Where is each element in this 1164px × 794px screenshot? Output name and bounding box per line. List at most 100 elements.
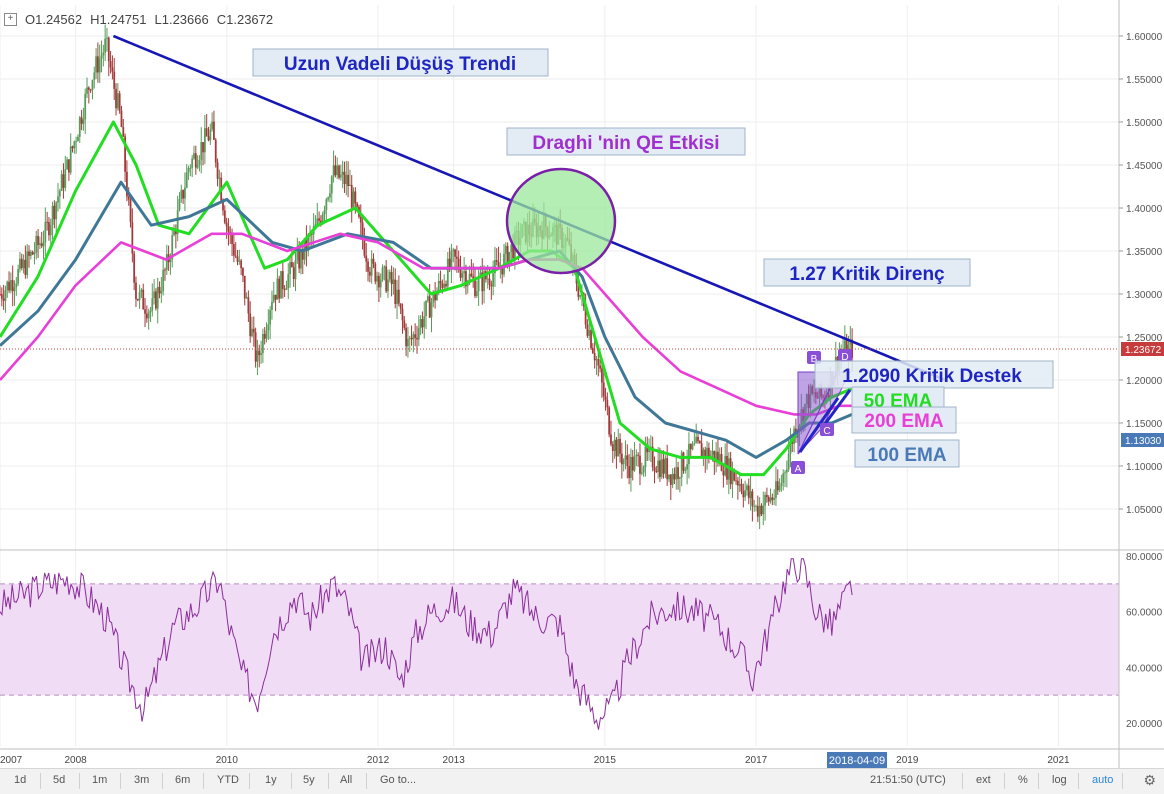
- price-candle-body: [169, 259, 172, 263]
- price-tick-label: 1.15000: [1126, 419, 1163, 430]
- price-candle-body: [205, 128, 208, 137]
- price-candle-body: [330, 176, 333, 194]
- log-toggle[interactable]: log: [1052, 774, 1067, 786]
- price-candle-body: [843, 340, 846, 353]
- price-candle-body: [680, 452, 683, 478]
- price-candle-body: [209, 129, 212, 141]
- price-candle-body: [29, 251, 32, 256]
- rsi-tick-label: 40.0000: [1126, 663, 1163, 674]
- price-candle-body: [124, 136, 126, 172]
- price-candle-body: [60, 174, 63, 191]
- range-1d[interactable]: 1d: [14, 774, 27, 786]
- price-candle-body: [20, 258, 23, 269]
- price-candle-body: [457, 258, 460, 270]
- price-candle-body: [606, 399, 609, 408]
- price-candle-body: [466, 282, 469, 287]
- range-6m[interactable]: 6m: [175, 774, 191, 786]
- price-candle-body: [758, 505, 761, 517]
- price-candle-body: [249, 313, 252, 337]
- price-candle-body: [48, 222, 50, 236]
- price-candle-body: [787, 453, 790, 470]
- ext-toggle[interactable]: ext: [976, 774, 991, 786]
- price-candle-body: [200, 142, 203, 160]
- point-d: D: [841, 352, 848, 363]
- price-candle-body: [452, 249, 455, 252]
- price-candle-body: [153, 291, 156, 299]
- range-5y[interactable]: 5y: [303, 774, 315, 786]
- price-candle-body: [426, 296, 429, 301]
- price-candle-body: [780, 482, 783, 486]
- price-candle-body: [135, 282, 137, 300]
- price-candle-body: [649, 446, 652, 448]
- range-5d[interactable]: 5d: [53, 774, 66, 786]
- time-tick-label: 2019: [896, 755, 919, 766]
- price-candle-body: [749, 491, 752, 499]
- price-candle-body: [619, 438, 621, 454]
- price-candle-body: [138, 291, 141, 301]
- price-candle-body: [165, 254, 168, 270]
- price-candle-body: [33, 252, 36, 255]
- qe-circle: [505, 167, 617, 275]
- price-tick-label: 1.55000: [1126, 75, 1163, 86]
- price-candles: [0, 24, 854, 530]
- price-candle-body: [111, 67, 114, 72]
- price-candle-body: [481, 272, 484, 292]
- price-candle-body: [630, 456, 632, 478]
- expand-icon[interactable]: +: [4, 13, 17, 26]
- price-candle-body: [329, 193, 331, 198]
- chart-canvas[interactable]: A B C D Uzun Vadeli Düşüş Trendi Draghi …: [0, 0, 1164, 768]
- qe-label: Draghi 'nin QE Etkisi: [532, 133, 719, 154]
- price-candle-body: [216, 162, 219, 179]
- price-candle-body: [586, 324, 589, 336]
- price-candle-body: [501, 267, 504, 275]
- price-candle-body: [252, 328, 255, 333]
- range-all[interactable]: All: [340, 774, 353, 786]
- price-candle-body: [196, 164, 199, 168]
- percent-toggle[interactable]: %: [1018, 774, 1028, 786]
- range-ytd[interactable]: YTD: [217, 774, 239, 786]
- price-candle-body: [755, 505, 757, 507]
- price-candle-body: [689, 443, 692, 450]
- price-candle-body: [258, 350, 261, 356]
- price-candle-body: [363, 239, 366, 256]
- settings-gear-icon[interactable]: ⚙: [1143, 772, 1156, 788]
- price-candle-body: [613, 439, 616, 451]
- price-candle-body: [631, 456, 634, 471]
- price-candle-body: [40, 243, 43, 247]
- bottom-toolbar: 1d 5d 1m 3m 6m YTD 1y 5y All Go to... 21…: [0, 768, 1164, 794]
- price-candle-body: [9, 280, 12, 291]
- price-candle-body: [211, 121, 214, 130]
- price-candle-body: [84, 93, 87, 120]
- price-candle-body: [290, 262, 293, 268]
- price-candle-body: [339, 174, 342, 178]
- price-candle-body: [590, 330, 592, 348]
- price-candle-body: [707, 447, 710, 459]
- price-candle-body: [378, 275, 380, 288]
- price-candle-body: [231, 232, 233, 244]
- price-candle-body: [240, 260, 243, 269]
- range-1m[interactable]: 1m: [92, 774, 108, 786]
- price-candle-body: [82, 119, 85, 124]
- range-3m[interactable]: 3m: [134, 774, 150, 786]
- price-candle-body: [383, 266, 386, 268]
- price-candle-body: [394, 279, 397, 305]
- price-candle-body: [218, 177, 221, 179]
- price-candle-body: [769, 497, 772, 502]
- price-candle-body: [584, 306, 587, 325]
- price-candle-body: [760, 505, 763, 515]
- price-candle-body: [8, 281, 10, 291]
- price-candle-body: [753, 506, 756, 507]
- price-candle-body: [459, 269, 462, 278]
- range-1y[interactable]: 1y: [265, 774, 277, 786]
- price-candle-body: [597, 359, 600, 366]
- price-candle-body: [388, 271, 391, 280]
- price-candle-body: [715, 451, 718, 463]
- price-candle-body: [276, 278, 279, 300]
- price-candle-body: [327, 197, 330, 200]
- price-candle-body: [149, 310, 152, 313]
- price-candle-body: [653, 467, 656, 471]
- price-candle-body: [285, 288, 288, 290]
- goto-button[interactable]: Go to...: [380, 774, 417, 786]
- price-candle-body: [64, 169, 67, 188]
- auto-toggle[interactable]: auto: [1092, 774, 1114, 786]
